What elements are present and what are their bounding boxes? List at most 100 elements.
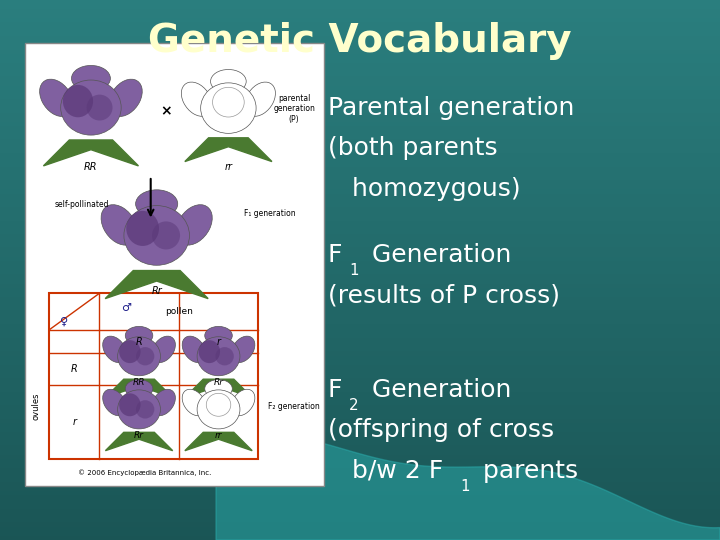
- Bar: [0, 392, 720, 396]
- Bar: [0, 40, 720, 45]
- Bar: [0, 18, 720, 23]
- Bar: [0, 176, 720, 180]
- Bar: [0, 495, 720, 500]
- Ellipse shape: [152, 336, 176, 362]
- Bar: [0, 482, 720, 486]
- Polygon shape: [105, 379, 173, 397]
- Bar: [0, 504, 720, 509]
- Bar: [0, 347, 720, 351]
- Bar: [0, 315, 720, 320]
- Ellipse shape: [109, 79, 143, 117]
- Text: ovules: ovules: [32, 393, 40, 420]
- Ellipse shape: [210, 70, 246, 93]
- Bar: [0, 284, 720, 288]
- Bar: [0, 517, 720, 522]
- Bar: [0, 135, 720, 139]
- Bar: [0, 122, 720, 126]
- Bar: [0, 139, 720, 144]
- Text: Rr: Rr: [214, 378, 223, 387]
- Bar: [0, 432, 720, 436]
- Ellipse shape: [152, 221, 180, 249]
- Bar: [0, 324, 720, 328]
- Bar: [0, 166, 720, 171]
- Text: F: F: [328, 243, 342, 267]
- Bar: [0, 31, 720, 36]
- Bar: [0, 441, 720, 445]
- Bar: [0, 455, 720, 459]
- Text: Rr: Rr: [134, 431, 144, 440]
- Bar: [0, 270, 720, 274]
- Bar: [0, 239, 720, 243]
- Polygon shape: [105, 433, 173, 451]
- Text: rr: rr: [215, 431, 222, 440]
- Bar: [0, 153, 720, 158]
- Bar: [0, 212, 720, 216]
- Bar: [0, 112, 720, 117]
- Text: ♂: ♂: [121, 303, 131, 313]
- Bar: [0, 220, 720, 225]
- Bar: [0, 144, 720, 148]
- Text: (results of P cross): (results of P cross): [328, 284, 559, 307]
- Text: Parental generation: Parental generation: [328, 96, 574, 120]
- Ellipse shape: [117, 390, 161, 429]
- Ellipse shape: [204, 326, 233, 345]
- Ellipse shape: [124, 206, 189, 265]
- Bar: [0, 405, 720, 409]
- Text: 1: 1: [349, 264, 359, 279]
- Polygon shape: [185, 433, 252, 451]
- Bar: [0, 23, 720, 27]
- Text: 2: 2: [349, 399, 359, 414]
- Ellipse shape: [125, 326, 153, 345]
- Text: Genetic Vocabulary: Genetic Vocabulary: [148, 22, 572, 59]
- Bar: [0, 288, 720, 293]
- Bar: [0, 459, 720, 463]
- Bar: [0, 198, 720, 202]
- Ellipse shape: [204, 380, 233, 398]
- Text: ×: ×: [160, 104, 171, 118]
- Bar: [0, 279, 720, 284]
- Bar: [0, 382, 720, 387]
- Bar: [0, 148, 720, 153]
- Ellipse shape: [63, 85, 93, 117]
- Bar: [0, 320, 720, 324]
- Bar: [0, 230, 720, 234]
- Ellipse shape: [181, 82, 212, 116]
- Bar: [0, 104, 720, 108]
- Bar: [0, 401, 720, 405]
- Bar: [0, 4, 720, 9]
- Bar: [0, 522, 720, 526]
- Bar: [0, 423, 720, 428]
- Bar: [0, 158, 720, 162]
- Bar: [0, 0, 720, 4]
- Text: Rr: Rr: [151, 286, 162, 296]
- Bar: [0, 374, 720, 378]
- Bar: [0, 216, 720, 220]
- Bar: [0, 477, 720, 482]
- Text: ♀: ♀: [60, 316, 68, 326]
- Bar: [0, 85, 720, 90]
- Bar: [0, 364, 720, 369]
- Bar: [0, 180, 720, 185]
- Bar: [0, 261, 720, 266]
- Ellipse shape: [101, 205, 138, 245]
- Bar: [0, 9, 720, 14]
- Ellipse shape: [231, 336, 255, 362]
- Bar: [0, 234, 720, 239]
- Bar: [0, 50, 720, 54]
- Bar: [0, 36, 720, 40]
- Bar: [0, 27, 720, 31]
- Ellipse shape: [40, 79, 73, 117]
- Text: F₂ generation: F₂ generation: [269, 402, 320, 411]
- Bar: [0, 428, 720, 432]
- Bar: [0, 333, 720, 338]
- Ellipse shape: [126, 211, 159, 246]
- Bar: [0, 266, 720, 270]
- Ellipse shape: [125, 380, 153, 398]
- Ellipse shape: [119, 393, 140, 416]
- Bar: [0, 301, 720, 306]
- Bar: [0, 360, 720, 364]
- Text: r: r: [217, 336, 220, 347]
- Ellipse shape: [231, 389, 255, 416]
- Bar: [0, 90, 720, 94]
- Ellipse shape: [117, 337, 161, 376]
